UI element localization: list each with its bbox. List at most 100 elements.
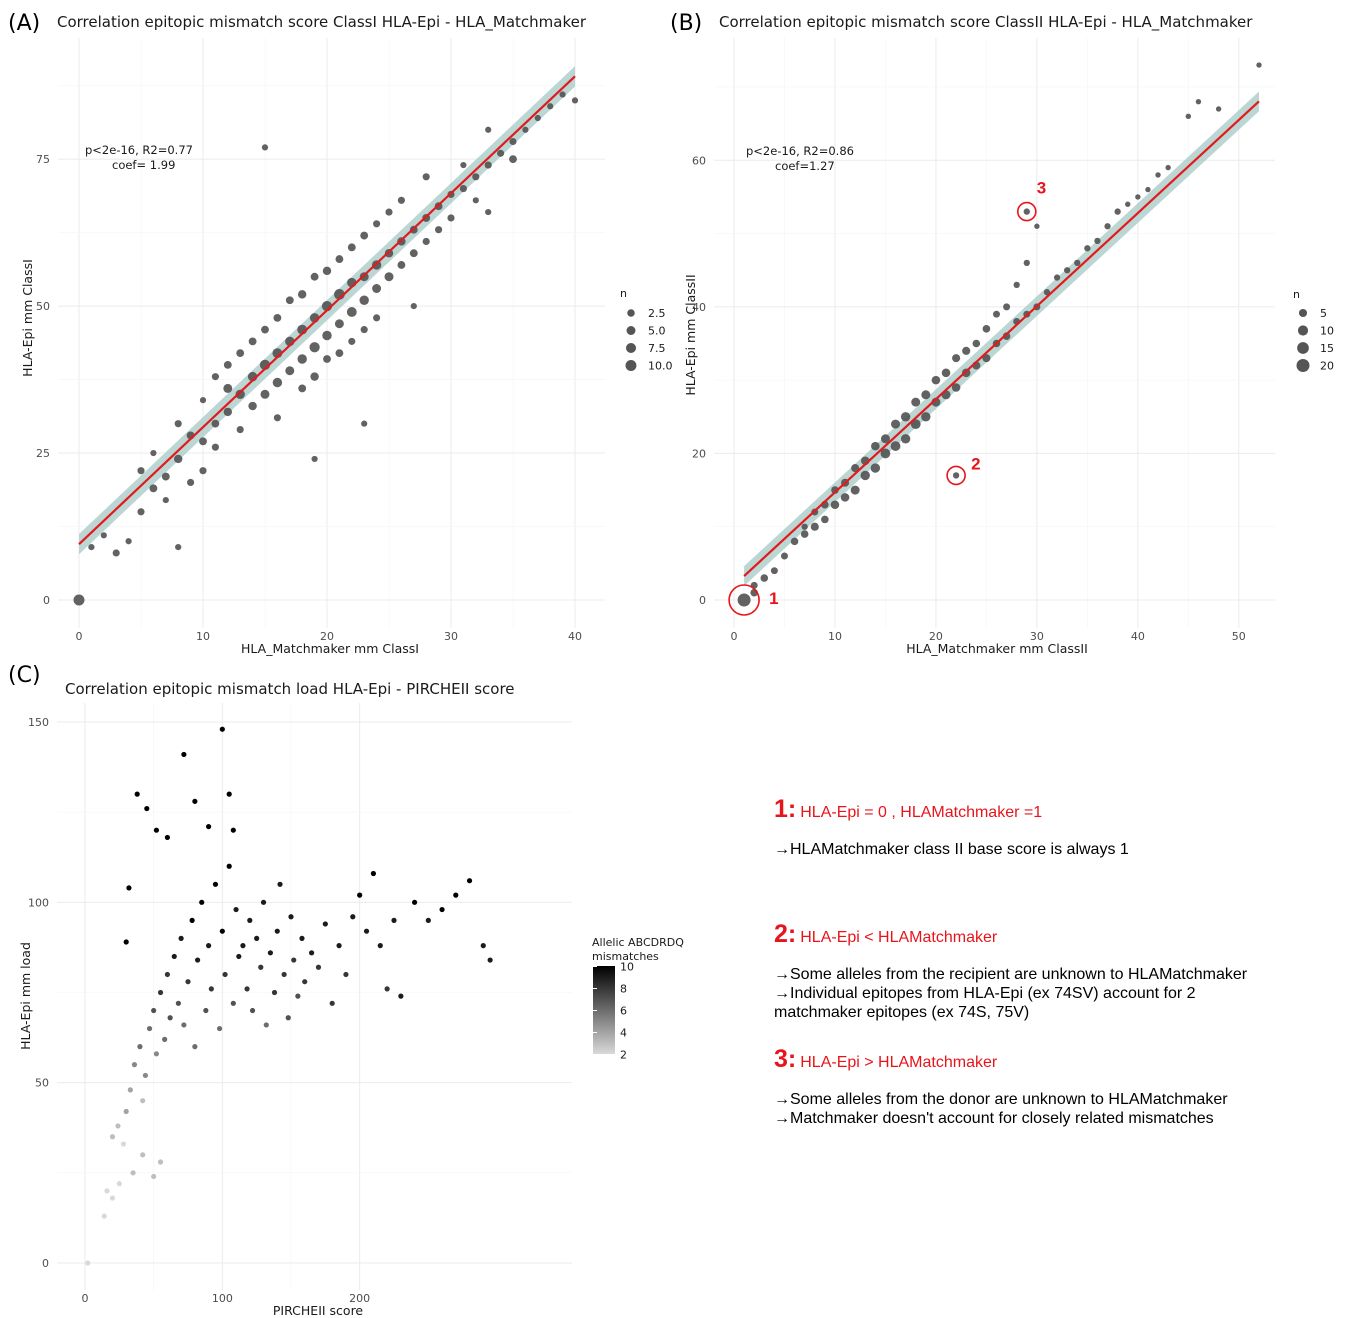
data-point: [175, 1000, 181, 1006]
data-point: [1145, 186, 1151, 193]
data-point: [1195, 98, 1202, 105]
panel-a-y-ticks: 0 25 50 75: [36, 153, 50, 607]
y-tick-label: 0: [43, 594, 50, 607]
regression-line: [78, 75, 576, 545]
data-point: [206, 943, 212, 949]
data-point: [157, 1159, 164, 1165]
data-point: [272, 377, 283, 388]
data-point: [372, 284, 382, 293]
data-point: [880, 448, 891, 459]
data-point: [199, 437, 207, 446]
data-point: [385, 208, 393, 216]
highlight-circle: [1016, 201, 1037, 222]
colorbar-label: 10: [620, 961, 634, 974]
legend-size-label: 2.5: [648, 307, 666, 320]
data-point: [295, 993, 301, 999]
data-point: [109, 1134, 116, 1140]
data-point: [297, 354, 307, 364]
data-point: [466, 878, 473, 884]
data-point: [298, 384, 307, 393]
legend-size-label: 15: [1320, 342, 1334, 355]
data-point: [195, 957, 201, 963]
panel-c: (C) Correlation epitopic mismatch load H…: [8, 663, 684, 1318]
data-point: [260, 899, 267, 905]
data-point: [151, 1007, 157, 1014]
panel-c-points: [85, 726, 493, 1266]
data-point: [244, 986, 250, 992]
data-point: [810, 522, 819, 531]
y-tick-label: 150: [28, 716, 49, 729]
data-point: [223, 407, 233, 417]
regression-line: [743, 100, 1260, 577]
note-2-line-1: →Some alleles from the recipient are unk…: [774, 966, 1248, 983]
data-point: [100, 532, 107, 539]
y-tick-label: 25: [36, 447, 50, 460]
data-point: [329, 1000, 335, 1006]
panel-b: (B) Correlation epitopic mismatch score …: [670, 11, 1334, 656]
data-point: [860, 470, 870, 481]
data-point: [931, 375, 941, 385]
panel-a-x-label: HLA_Matchmaker mm ClassI: [241, 641, 419, 656]
data-point: [870, 463, 881, 473]
note-2: 2: HLA-Epi < HLAMatchmaker →Some alleles …: [774, 920, 1334, 1045]
y-tick-label: 75: [36, 153, 50, 166]
data-point: [1023, 259, 1030, 267]
panel-b-y-ticks: 0 20 40 60: [692, 154, 706, 607]
data-point: [1023, 208, 1030, 215]
data-point: [219, 726, 225, 732]
data-point: [800, 530, 809, 538]
data-point: [127, 1087, 133, 1093]
data-point: [137, 467, 145, 475]
data-point: [982, 354, 991, 363]
data-point: [982, 325, 991, 333]
data-point: [840, 493, 850, 502]
data-point: [1064, 267, 1071, 274]
data-point: [384, 272, 394, 282]
data-point: [101, 1213, 107, 1219]
y-tick-label: 0: [42, 1257, 49, 1270]
data-point: [850, 485, 860, 495]
note-2-heading: 2: HLA-Epi < HLAMatchmaker: [774, 920, 1334, 949]
data-point: [153, 827, 160, 833]
panel-a: (A) Correlation epitopic mismatch score …: [8, 11, 673, 656]
y-tick-label: 50: [36, 300, 50, 313]
data-point: [993, 310, 1000, 318]
data-point: [203, 1007, 209, 1014]
data-point: [453, 892, 459, 898]
y-tick-label: 20: [692, 447, 706, 460]
data-point: [137, 1044, 143, 1050]
panel-c-y-ticks: 0 50 100 150: [28, 716, 49, 1270]
y-tick-label: 40: [692, 301, 706, 314]
panel-b-regression-line: [743, 100, 1260, 577]
panel-c-colorbar: [593, 966, 615, 1054]
highlight-label: 3: [1037, 179, 1046, 198]
data-point: [315, 964, 322, 970]
note-1-title: HLA-Epi = 0 , HLAMatchmaker =1: [800, 804, 1043, 821]
data-point: [480, 943, 486, 949]
data-point: [125, 538, 132, 545]
data-point: [509, 137, 517, 146]
x-tick-label: 30: [1030, 630, 1044, 643]
data-point: [181, 751, 187, 758]
panel-c-legend-title-1: Allelic ABCDRDQ: [592, 936, 684, 949]
data-point: [216, 1025, 223, 1032]
data-point: [175, 543, 182, 551]
data-point: [910, 419, 921, 430]
data-point: [211, 419, 220, 428]
data-point: [790, 537, 799, 546]
data-point: [357, 892, 363, 898]
data-point: [410, 303, 417, 310]
panel-c-letter: (C): [8, 663, 41, 688]
data-point: [962, 346, 971, 355]
data-point: [142, 1072, 149, 1079]
panel-a-coef: coef= 1.99: [112, 158, 175, 172]
note-1: 1: HLA-Epi = 0 , HLAMatchmaker =1 →HLAMat…: [774, 795, 1334, 920]
data-point: [104, 1188, 110, 1194]
x-tick-label: 0: [76, 630, 83, 643]
data-point: [236, 349, 245, 358]
data-point: [173, 454, 183, 464]
legend-size-label: 20: [1320, 360, 1334, 373]
data-point: [346, 307, 357, 317]
data-point: [273, 313, 282, 322]
data-point: [297, 290, 307, 299]
